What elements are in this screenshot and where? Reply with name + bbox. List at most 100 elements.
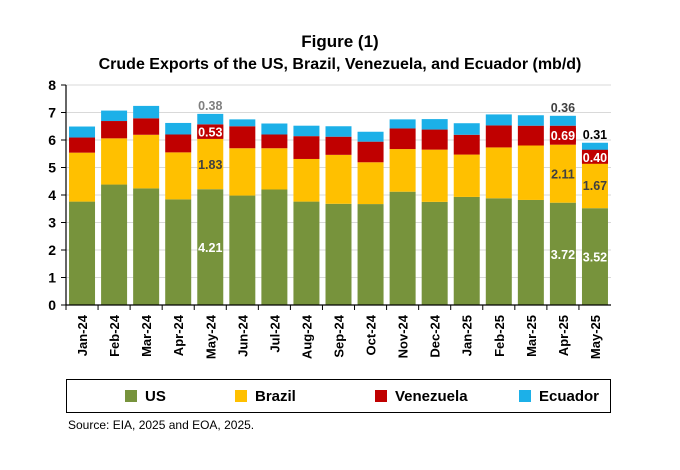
x-tick-label: Aug-24 [299, 314, 314, 359]
bar-brazil [485, 147, 512, 199]
x-tick-label: Apr-25 [556, 315, 571, 356]
bar-ecuador [261, 123, 288, 135]
x-tick-label: Jun-24 [235, 314, 250, 357]
y-tick-label: 6 [48, 132, 56, 148]
bar-ecuador [485, 114, 512, 126]
bar-venezuela [357, 141, 384, 163]
bar-brazil [229, 148, 256, 196]
bar-ecuador [229, 119, 256, 127]
x-tick-label: Sep-24 [332, 314, 347, 357]
data-label: 0.38 [198, 99, 222, 113]
bar-us [133, 188, 160, 305]
y-tick-label: 2 [48, 242, 56, 258]
legend-label: Ecuador [539, 387, 600, 405]
x-tick-label: May-25 [588, 315, 603, 359]
bar-us [69, 201, 96, 305]
bar-ecuador [101, 110, 128, 122]
bar-ecuador [197, 113, 224, 125]
x-tick-label: Mar-24 [139, 314, 154, 357]
data-label-bg [549, 128, 576, 143]
figure-label: Figure (1) [301, 32, 379, 51]
bar-brazil [261, 148, 288, 190]
bar-venezuela [325, 136, 352, 155]
bar-venezuela [101, 121, 128, 139]
bar-us [261, 189, 288, 305]
bar-us [421, 201, 448, 305]
bar-brazil [517, 145, 544, 200]
data-label: 4.21 [198, 241, 222, 255]
bar-us [325, 203, 352, 305]
chart-title: Crude Exports of the US, Brazil, Venezue… [98, 56, 582, 73]
legend-item-brazil: Brazil [235, 387, 296, 405]
bar-ecuador [325, 126, 352, 137]
bar-brazil [197, 138, 224, 190]
bar-ecuador [421, 119, 448, 130]
bar-us [101, 184, 128, 305]
bar-us [229, 195, 256, 305]
chart-legend: US Brazil Venezuela Ecuador [66, 379, 611, 413]
bar-venezuela [165, 134, 192, 153]
data-label: 1.67 [583, 179, 607, 193]
stacked-bar-chart: 0 1 2 3 4 5 6 7 8 Jan-24 Feb-24 Mar-24 Apr-24 May-24 J… [48, 77, 611, 359]
bar-ecuador [133, 105, 160, 119]
bar-ecuador [165, 122, 192, 135]
data-label-bg [581, 149, 608, 164]
y-tick-label: 0 [48, 297, 56, 313]
legend-swatch [519, 390, 531, 402]
bar-ecuador [389, 119, 416, 129]
x-tick-label: Jan-24 [75, 314, 90, 356]
legend-swatch [375, 390, 387, 402]
bar-us [581, 208, 608, 305]
bar-venezuela [421, 129, 448, 150]
bar-venezuela [293, 136, 320, 159]
bar-brazil [101, 138, 128, 185]
legend-label: Brazil [255, 387, 296, 405]
data-label: 0.40 [583, 151, 607, 165]
y-tick-label: 3 [48, 215, 56, 231]
bar-venezuela [69, 137, 96, 153]
x-tick-label: Jul-24 [267, 314, 282, 352]
bar-venezuela [261, 134, 288, 149]
bar-venezuela [229, 126, 256, 149]
data-label: 0.36 [551, 101, 575, 115]
bar-venezuela [453, 134, 480, 155]
data-label: 0.31 [583, 128, 607, 142]
legend-swatch [125, 390, 137, 402]
legend-swatch [235, 390, 247, 402]
bar-ecuador [517, 115, 544, 126]
x-tick-label: Oct-24 [364, 314, 379, 355]
bar-venezuela [133, 118, 160, 135]
x-tick-label: Jan-25 [460, 315, 475, 356]
legend-label: Venezuela [395, 387, 468, 405]
bar-us [453, 196, 480, 305]
bar-ecuador [293, 125, 320, 137]
bar-ecuador [453, 123, 480, 135]
legend-label: US [145, 387, 166, 405]
bar-us [389, 191, 416, 305]
bar-ecuador [581, 142, 608, 152]
bar-brazil [453, 154, 480, 197]
bar-us [293, 201, 320, 305]
data-label: 1.83 [198, 158, 222, 172]
legend-item-venezuela: Venezuela [375, 387, 468, 405]
bar-brazil [133, 134, 160, 189]
bar-brazil [421, 149, 448, 202]
bar-ecuador [549, 115, 576, 126]
data-label-bg [197, 124, 224, 139]
bar-ecuador [69, 126, 96, 138]
bar-venezuela [485, 125, 512, 148]
data-label: 3.72 [551, 248, 575, 262]
legend-item-us: US [125, 387, 166, 405]
bar-us [165, 199, 192, 305]
bar-brazil [69, 152, 96, 202]
bar-brazil [357, 162, 384, 205]
source-note: Source: EIA, 2025 and EOA, 2025. [68, 418, 255, 432]
bar-venezuela [389, 128, 416, 150]
bar-brazil [293, 158, 320, 202]
legend-item-ecuador: Ecuador [519, 387, 599, 405]
x-tick-label: Apr-24 [171, 314, 186, 356]
y-tick-label: 5 [48, 160, 56, 176]
x-tick-label: Feb-24 [107, 314, 122, 357]
bar-venezuela [517, 125, 544, 146]
x-tick-label: May-24 [203, 314, 218, 359]
